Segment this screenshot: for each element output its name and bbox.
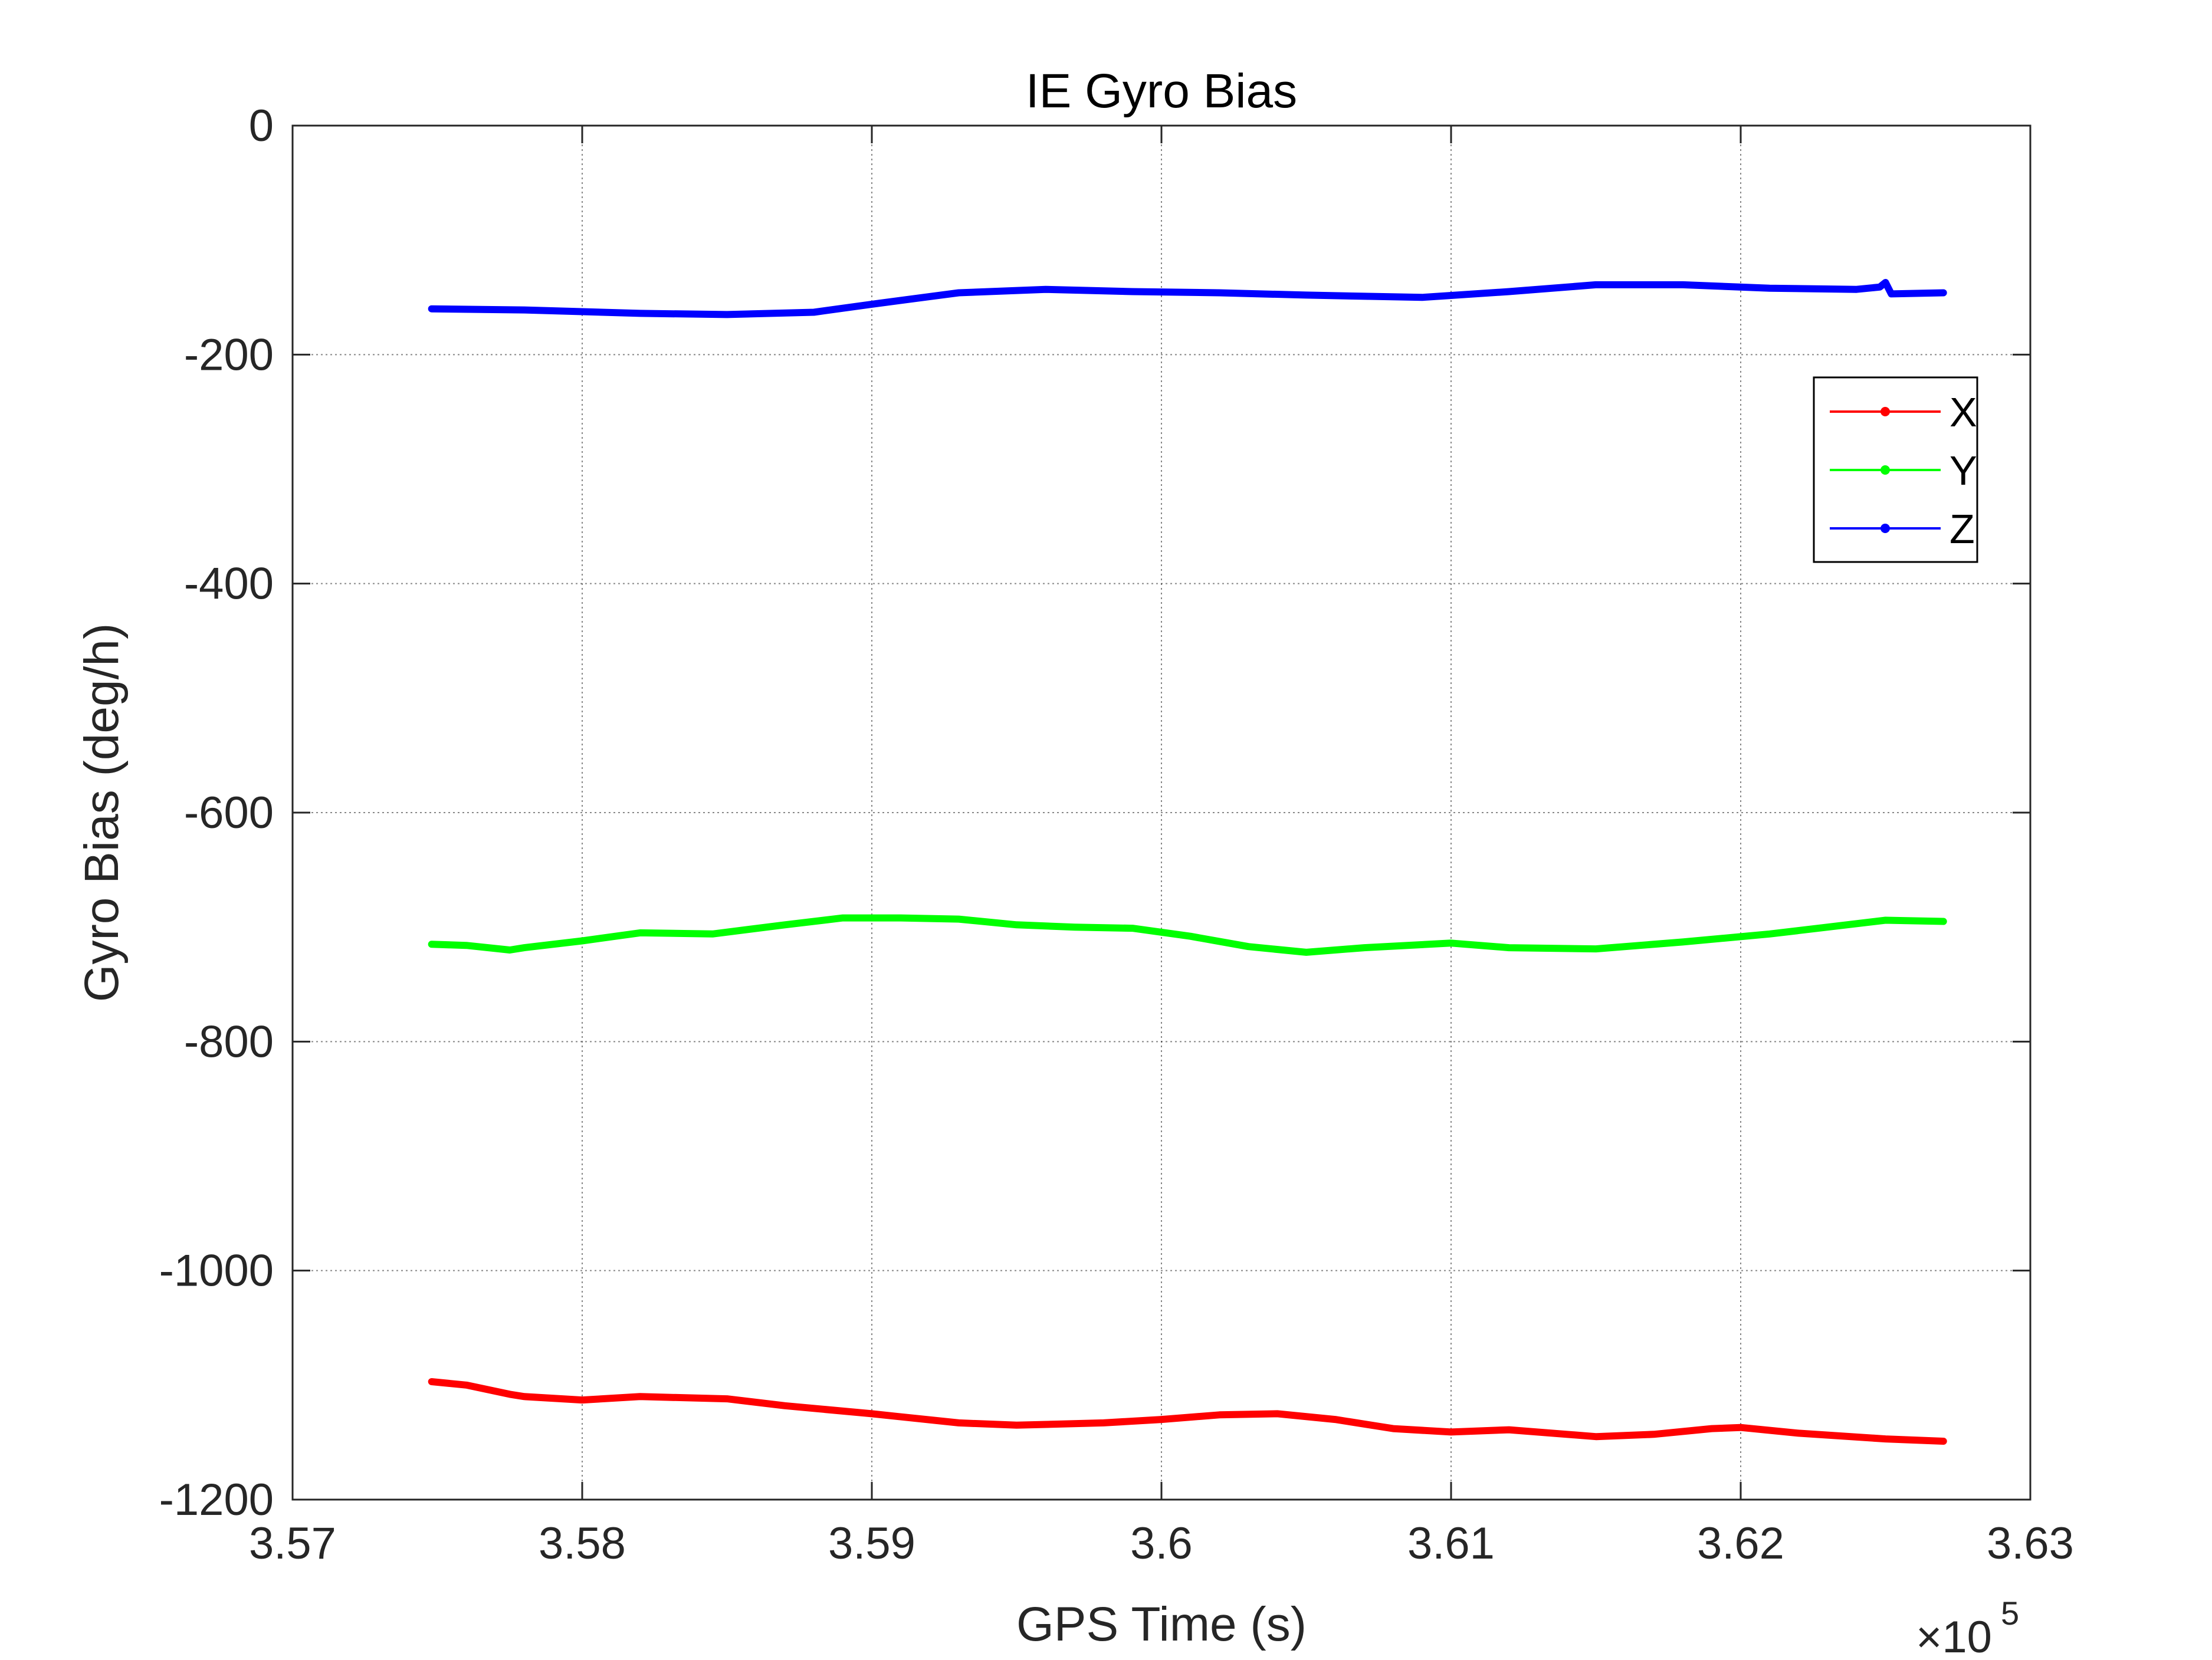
y-tick-label: -800 bbox=[184, 1017, 274, 1067]
y-tick-label: 0 bbox=[249, 101, 274, 151]
x-tick-label: 3.63 bbox=[1987, 1518, 2074, 1569]
legend-label-z: Z bbox=[1950, 506, 1975, 552]
x-tick-label: 3.57 bbox=[249, 1518, 336, 1569]
legend-label-x: X bbox=[1950, 389, 1977, 435]
grid bbox=[293, 126, 2030, 1500]
series-layer bbox=[428, 279, 1947, 1445]
ticks bbox=[291, 124, 2032, 1501]
x-tick-label: 3.59 bbox=[828, 1518, 915, 1569]
legend-marker-z bbox=[1880, 524, 1890, 533]
legend-label-y: Y bbox=[1950, 448, 1977, 494]
tick-labels: 3.57 3.58 3.59 3.6 3.61 3.62 3.63 0 -200 -400 -600… bbox=[159, 101, 2074, 1569]
x-axis-label: GPS Time (s) bbox=[1016, 1597, 1307, 1651]
legend-marker-x bbox=[1880, 407, 1890, 416]
chart-title: IE Gyro Bias bbox=[1026, 64, 1297, 118]
y-tick-label: -1000 bbox=[159, 1246, 274, 1296]
x-tick-label: 3.6 bbox=[1130, 1518, 1193, 1569]
y-tick-label: -600 bbox=[184, 788, 274, 838]
y-tick-label: -200 bbox=[184, 330, 274, 380]
y-tick-label: -1200 bbox=[159, 1475, 274, 1525]
x-tick-label: 3.58 bbox=[539, 1518, 626, 1569]
x-axis-multiplier-base: ×10 bbox=[1916, 1612, 1992, 1660]
x-axis-multiplier: ×10 5 bbox=[1916, 1595, 2019, 1660]
x-axis-multiplier-exponent: 5 bbox=[2001, 1595, 2019, 1632]
y-axis-label: Gyro Bias (deg/h) bbox=[75, 623, 129, 1002]
series-line-z bbox=[428, 279, 1947, 318]
y-tick-label: -400 bbox=[184, 559, 274, 609]
legend: XYZ bbox=[1813, 376, 1978, 563]
series-line-x bbox=[428, 1378, 1947, 1445]
series-line-y bbox=[428, 914, 1947, 956]
x-tick-label: 3.62 bbox=[1697, 1518, 1784, 1569]
x-tick-label: 3.61 bbox=[1407, 1518, 1495, 1569]
legend-marker-y bbox=[1880, 465, 1890, 475]
